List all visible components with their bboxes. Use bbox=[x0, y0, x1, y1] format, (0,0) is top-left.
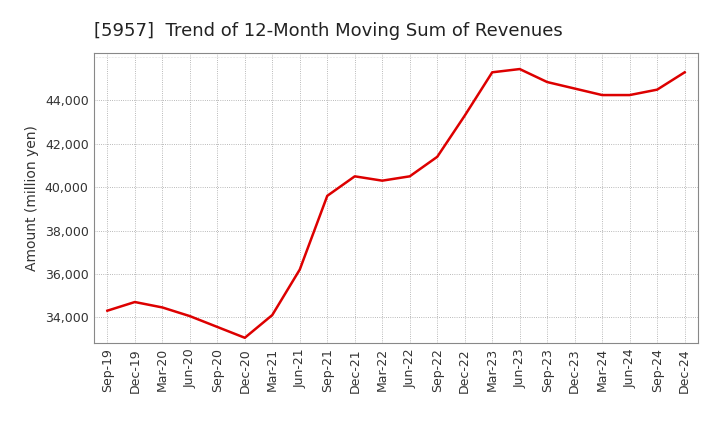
Text: [5957]  Trend of 12-Month Moving Sum of Revenues: [5957] Trend of 12-Month Moving Sum of R… bbox=[94, 22, 562, 40]
Y-axis label: Amount (million yen): Amount (million yen) bbox=[25, 125, 40, 271]
